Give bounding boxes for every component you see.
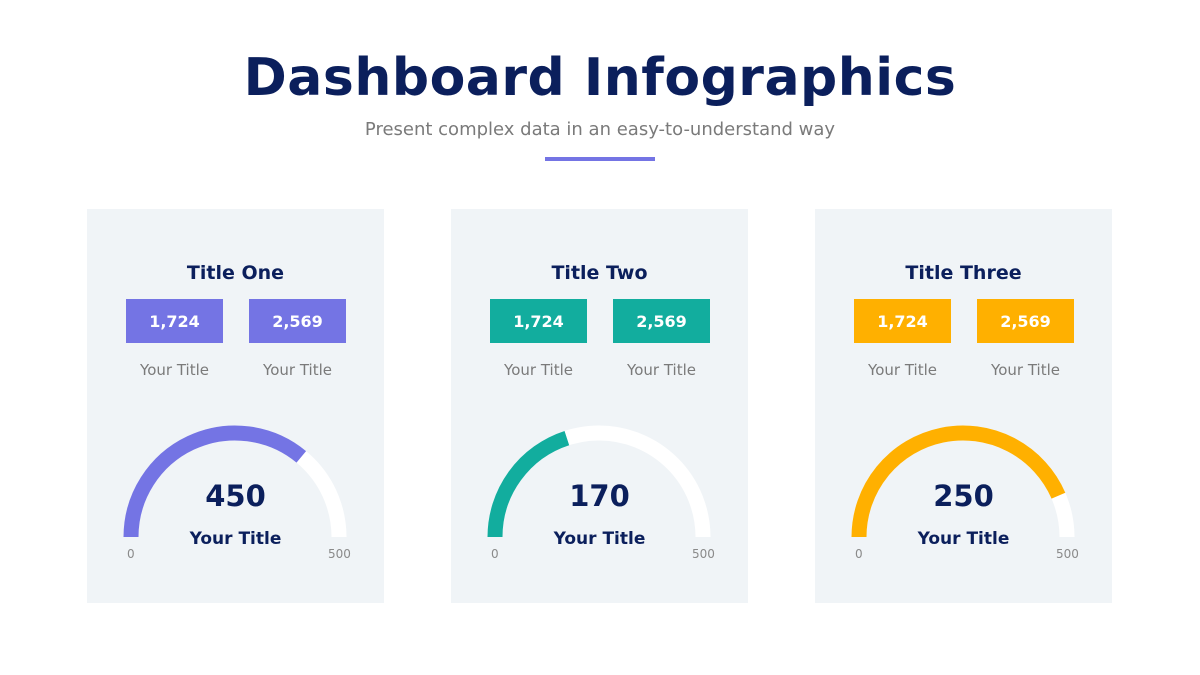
- gauge-min-label: 0: [855, 547, 863, 561]
- gauge-min-label: 0: [127, 547, 135, 561]
- gauge-value: 250: [933, 479, 994, 513]
- page-title: Dashboard Infographics: [243, 48, 957, 108]
- panel-title: Title One: [186, 262, 285, 284]
- stat-box: 1,724: [854, 299, 951, 343]
- gauge-min-label: 0: [491, 547, 499, 561]
- gauge-chart: [487, 425, 711, 538]
- gauge-fill: [123, 425, 307, 538]
- stat-label: Your Title: [263, 361, 332, 379]
- stat-box: 2,569: [613, 299, 710, 343]
- gauge-chart: [123, 425, 347, 538]
- title-divider: [545, 157, 655, 161]
- gauge-caption: Your Title: [917, 529, 1010, 549]
- gauge-fill: [851, 425, 1066, 538]
- dashboard-panel-one: Title One 1,724 2,569 Your Title Your Ti…: [87, 209, 384, 603]
- stat-label: Your Title: [140, 361, 209, 379]
- stat-box: 1,724: [126, 299, 223, 343]
- stat-label: Your Title: [504, 361, 573, 379]
- dashboard-panel-three: Title Three 1,724 2,569 Your Title Your …: [815, 209, 1112, 603]
- gauge-fill: [487, 430, 570, 538]
- page-subtitle: Present complex data in an easy-to-under…: [364, 119, 836, 140]
- gauge-value: 170: [569, 479, 630, 513]
- gauge-chart: [851, 425, 1075, 538]
- gauge-caption: Your Title: [189, 529, 282, 549]
- panel-title: Title Two: [551, 262, 648, 284]
- stat-label: Your Title: [627, 361, 696, 379]
- stat-box: 1,724: [490, 299, 587, 343]
- panel-title: Title Three: [905, 262, 1022, 284]
- stat-label: Your Title: [868, 361, 937, 379]
- dashboard-panel-two: Title Two 1,724 2,569 Your Title Your Ti…: [451, 209, 748, 603]
- stat-box: 2,569: [977, 299, 1074, 343]
- stat-label: Your Title: [991, 361, 1060, 379]
- gauge-value: 450: [205, 479, 266, 513]
- gauge-max-label: 500: [1056, 547, 1079, 561]
- gauge-max-label: 500: [328, 547, 351, 561]
- stat-box: 2,569: [249, 299, 346, 343]
- gauge-max-label: 500: [692, 547, 715, 561]
- gauge-caption: Your Title: [553, 529, 646, 549]
